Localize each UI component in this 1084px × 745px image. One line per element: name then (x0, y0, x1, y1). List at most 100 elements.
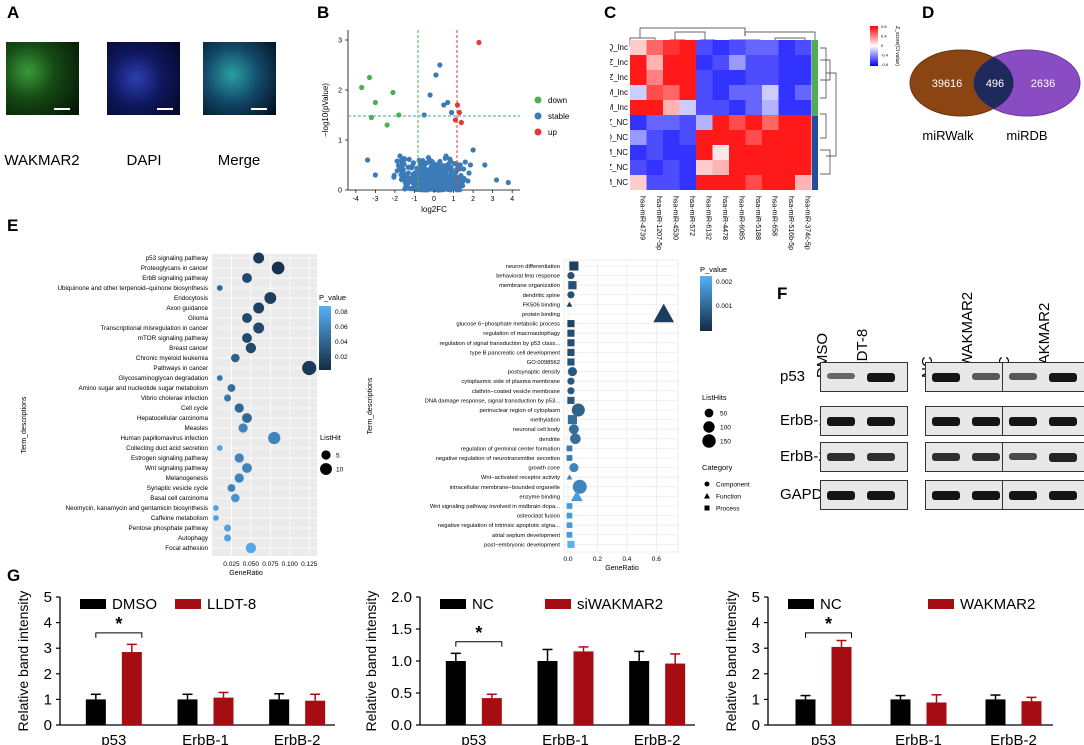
group-bar-lnc (812, 40, 818, 116)
wb-blot-box (925, 406, 1013, 436)
go-term-label: dendrite (539, 437, 560, 443)
wb-band (1009, 373, 1037, 380)
volcano-plot: -4 -3 -2 -1 0 1 2 3 4 0 1 2 3 log2FC −log10(pValue)… (321, 30, 570, 214)
volcano-xtick-label: 2 (471, 196, 475, 203)
go-dot-process (568, 281, 577, 290)
volcano-point-stable (437, 158, 443, 165)
go-dot-function (566, 474, 573, 480)
kegg-dot (242, 313, 252, 323)
go-legend-cat-title: Category (702, 463, 733, 472)
heatmap-col-label: hsa-miR-658 (770, 196, 777, 236)
volcano-ytick-label: 3 (338, 38, 342, 45)
kegg-term-label: Neomycin, kanamycin and gentamicin biosy… (66, 505, 208, 512)
volcano-point-up (456, 109, 463, 116)
go-xtick-label: 0.6 (652, 556, 661, 563)
heatmap-cell (646, 70, 663, 85)
volcano-point-stable (432, 186, 438, 192)
go-legend-size-label: 150 (720, 439, 731, 446)
volcano-legend-swatch (534, 112, 542, 120)
panel-label-b: B (317, 3, 330, 22)
volcano-point-stable (398, 176, 405, 183)
kegg-dot (302, 360, 317, 376)
kegg-dot (242, 273, 252, 283)
kegg-term-label: Collecting duct acid secretion (126, 445, 208, 452)
heatmap-cell (778, 175, 795, 190)
heatmap-cell (630, 100, 647, 115)
kegg-dot (242, 413, 252, 423)
volcano-point-stable (453, 168, 459, 174)
heatmap-row-label: ZFZ_NC (610, 163, 628, 172)
volcano-ytick-label: 2 (338, 88, 342, 95)
heatmap-cell (696, 115, 713, 130)
go-dot-process (567, 348, 575, 356)
kegg-xtick-label: 0.025 (223, 561, 240, 568)
go-dot-process (566, 503, 573, 509)
heatmap-cell (762, 160, 779, 175)
bar-ytick-label: 0.0 (391, 717, 412, 734)
heatmap-cell (795, 175, 812, 190)
heatmap-cell (679, 145, 696, 160)
bar (890, 699, 911, 725)
kegg-dot (234, 473, 244, 483)
heatmap-cell (729, 145, 746, 160)
heatmap-cell (762, 130, 779, 145)
kegg-term-label: Endocytosis (174, 295, 208, 302)
kegg-legend-p-tick: 0.02 (335, 354, 348, 361)
volcano-point-stable (437, 62, 443, 68)
wb-blot-box (1002, 362, 1084, 392)
heatmap-scale-title: Z_score(Ct value) (894, 26, 900, 66)
heatmap-cell (663, 55, 680, 70)
wb-band (932, 417, 960, 426)
heatmap-cell (762, 55, 779, 70)
volcano-point-down (366, 74, 373, 81)
volcano-xtick-label: 1 (452, 196, 456, 203)
bar (269, 699, 290, 725)
panel-label-f: F (777, 284, 788, 303)
volcano-point-stable (399, 168, 405, 174)
volcano-point-stable (446, 161, 452, 167)
heatmap-cell (630, 115, 647, 130)
heatmap-cell (795, 70, 812, 85)
panel-label-d: D (922, 3, 935, 22)
volcano-ytick-label: 0 (338, 188, 342, 195)
go-dot-process (566, 531, 573, 538)
kegg-dot (227, 384, 236, 392)
go-dot-process (566, 522, 573, 529)
heatmap-scale-tick: 0 (881, 43, 884, 48)
kegg-legend-size-dot (320, 463, 332, 475)
go-dot-component (570, 433, 581, 445)
volcano-point-stable (432, 172, 438, 178)
volcano-point-stable (391, 174, 397, 180)
go-term-label: regulation of macroautophagy (483, 331, 560, 337)
volcano-point-stable (460, 166, 467, 172)
go-legend-cat-circle (704, 481, 710, 487)
kegg-term-label: Glioma (188, 315, 208, 322)
heatmap-cell (663, 40, 680, 55)
go-xtick-label: 0.4 (622, 556, 631, 563)
heatmap-cell (679, 70, 696, 85)
bar (831, 646, 852, 725)
heatmap-col-label: hsa-miR-374c-5p (803, 196, 810, 250)
heatmap-cell (646, 115, 663, 130)
go-dot-component (567, 291, 575, 299)
heatmap-cell (696, 100, 713, 115)
go-dot-process (567, 339, 575, 347)
go-term-label: atrial septum development (492, 533, 560, 539)
go-dot-process (566, 512, 573, 519)
volcano-point-stable (421, 112, 427, 118)
heatmap-cell (663, 100, 680, 115)
kegg-term-label: Glycosaminoglycan degradation (118, 375, 208, 382)
kegg-xtick-label: 0.100 (282, 561, 299, 568)
caption-dapi: DAPI (126, 152, 162, 169)
heatmap-col-label: hsa-miR-4530 (671, 196, 678, 240)
volcano-point-stable (460, 178, 466, 185)
go-legend-p-title: P_value (700, 265, 727, 274)
bar (121, 652, 142, 725)
heatmap-cell (712, 130, 729, 145)
volcano-ylabel: −log10(pValue) (321, 83, 330, 137)
kegg-dotplot: p53 signaling pathway Proteoglycans in ca… (21, 252, 348, 577)
bar-legend-label: NC (472, 596, 494, 613)
volcano-point-stable (448, 185, 454, 191)
bar (795, 699, 816, 725)
bar-ytick-label: 1.0 (391, 653, 412, 670)
